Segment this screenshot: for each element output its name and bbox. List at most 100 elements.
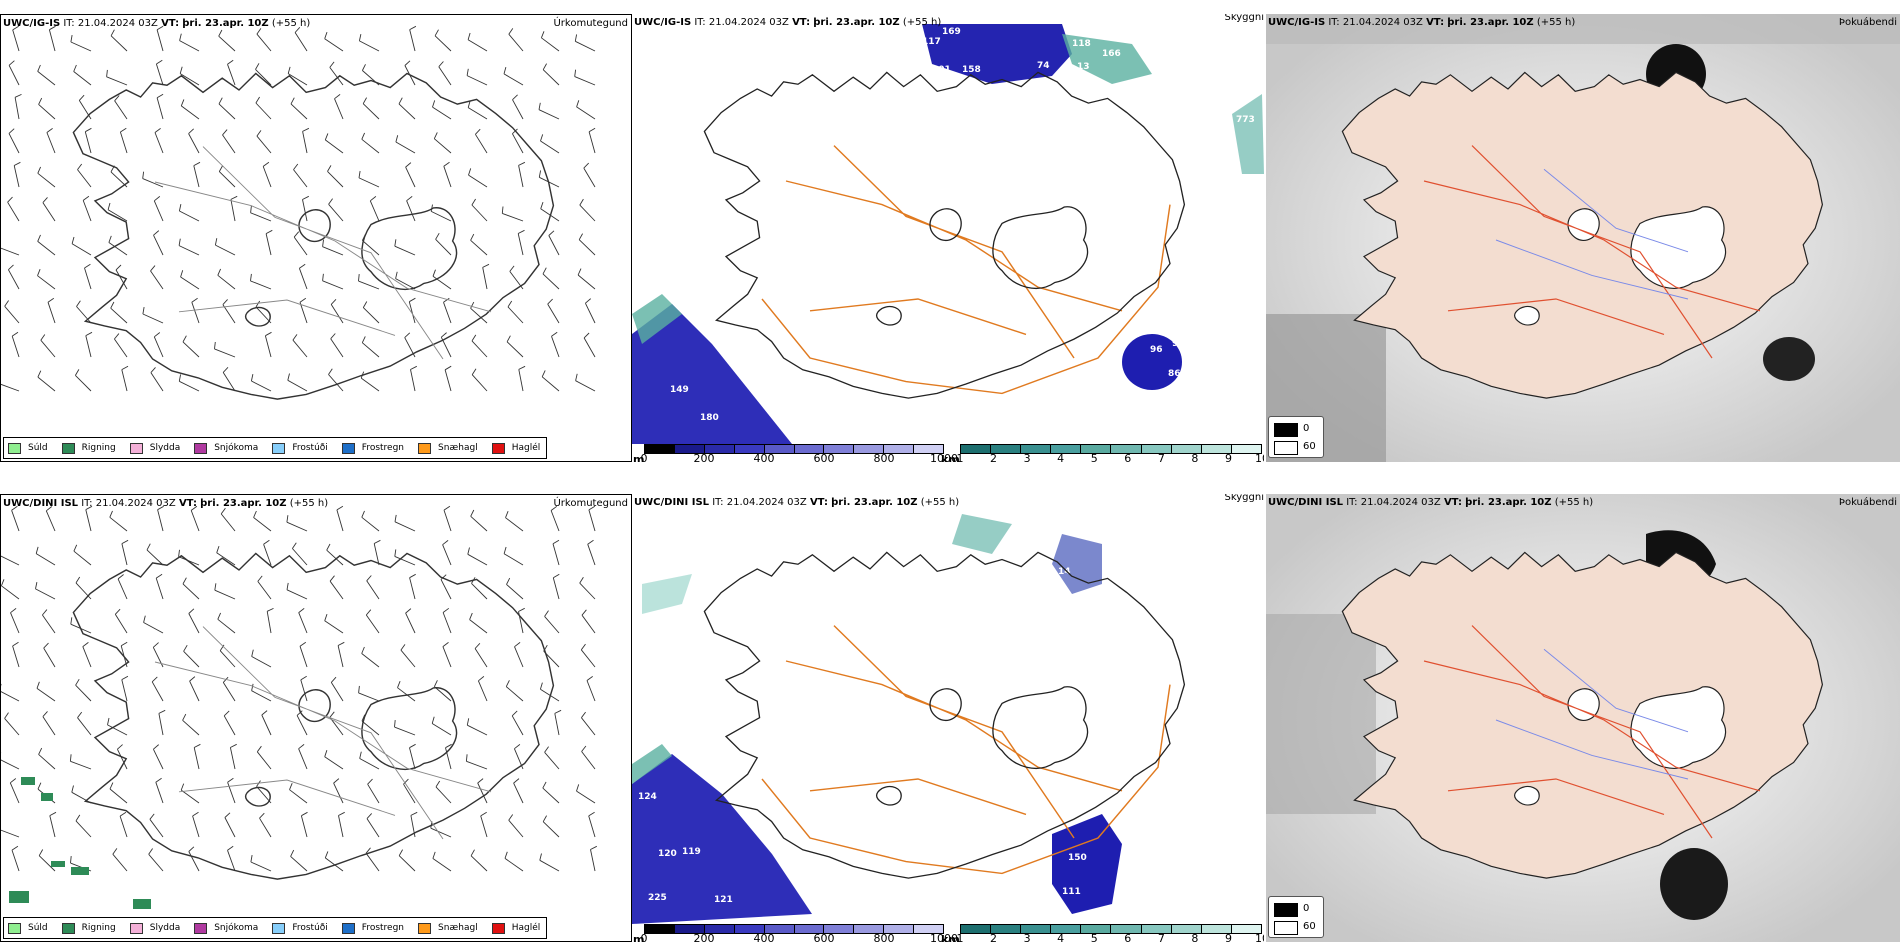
wind-barb: [588, 509, 596, 532]
wind-barb-flag: [506, 335, 511, 343]
wind-barb-flag: [223, 710, 230, 717]
wind-barb-flag: [542, 781, 547, 789]
wind-barb-flag: [35, 582, 38, 589]
wind-barb: [435, 238, 452, 256]
wind-barb: [330, 338, 344, 358]
wind-barb: [300, 815, 308, 838]
wind-barb: [325, 857, 344, 872]
wind-barb-flag: [153, 230, 160, 236]
wind-barb-flag: [255, 96, 260, 104]
init-time: 21.04.2024 03Z: [95, 498, 176, 509]
wind-barb-flag: [182, 577, 187, 585]
wind-barb-flag: [192, 811, 199, 817]
wind-barb: [9, 782, 20, 804]
wind-barb: [298, 268, 308, 290]
wind-barb-flag: [156, 25, 164, 31]
legend-swatch: [491, 922, 505, 934]
cloud-base-value: 169: [942, 27, 961, 37]
colorbar-tick-label: 400: [753, 932, 775, 942]
legend-swatch: [129, 922, 143, 934]
wind-barb-flag: [150, 265, 156, 272]
wind-barb: [518, 165, 524, 188]
wind-barb: [358, 692, 380, 702]
legend-swatch: [341, 922, 355, 934]
wind-barb-flag: [474, 642, 481, 649]
wind-barb: [110, 35, 128, 52]
fog-legend-low: 0: [1303, 903, 1310, 914]
precip-type-title: Úrkomutegund: [553, 18, 628, 29]
wind-barb: [330, 304, 344, 324]
wind-barb: [367, 783, 380, 804]
colorbar-segment: [794, 445, 825, 453]
wind-barb: [256, 786, 272, 804]
wind-barb-flag: [290, 849, 295, 857]
wind-barb: [70, 41, 92, 52]
wind-barb: [35, 588, 56, 600]
wind-barb: [581, 751, 596, 770]
wind-barb-flag: [71, 236, 75, 244]
wind-barb-flag: [329, 575, 335, 582]
wind-barb: [251, 380, 272, 392]
wind-barb: [542, 821, 560, 838]
wind-barb-flag: [540, 201, 544, 209]
wind-barb-flag: [180, 783, 185, 791]
wind-barb: [474, 648, 488, 668]
wind-barb-flag: [222, 299, 228, 305]
wind-barb-flag: [554, 709, 562, 714]
wind-barb: [431, 723, 452, 736]
wind-barb-flag: [444, 365, 452, 371]
wind-barb: [442, 544, 452, 566]
wind-barb: [114, 338, 128, 358]
wind-barb-flag: [156, 59, 163, 65]
init-time: 21.04.2024 03Z: [77, 18, 158, 29]
wind-barb-flag: [7, 196, 13, 203]
wind-barb-flag: [120, 641, 128, 647]
wind-barb: [220, 513, 236, 532]
wind-barb: [262, 166, 272, 188]
wind-barb-flag: [470, 849, 475, 857]
wind-barb-flag: [435, 232, 440, 240]
wind-barb-flag: [36, 681, 40, 689]
wind-barb: [192, 815, 200, 838]
wind-barb: [443, 166, 452, 188]
wind-barb: [263, 544, 272, 566]
wind-barb: [542, 273, 560, 290]
wind-barb-flag: [112, 848, 118, 855]
panel-title: UWC/DINI ISL IT: 21.04.2024 03Z VT: þri.…: [1268, 497, 1594, 508]
wind-barb: [286, 589, 308, 600]
wind-barb-flag: [267, 607, 274, 612]
legend-swatch: [61, 442, 75, 454]
wind-barb: [477, 680, 488, 702]
wind-barb-flag: [71, 785, 74, 793]
wind-barb: [108, 242, 128, 256]
wind-barb-flag: [394, 549, 397, 557]
wind-barb-flag: [397, 681, 401, 688]
wind-barb-flag: [42, 197, 48, 203]
precip-type-panel-top: UWC/IG-IS IT: 21.04.2024 03Z VT: þri. 23…: [0, 14, 632, 462]
wind-barb: [505, 517, 524, 532]
wind-barb: [179, 210, 200, 222]
wind-barb-flag: [395, 135, 399, 143]
wind-barb: [255, 69, 272, 86]
model-name: UWC/DINI ISL: [3, 498, 79, 509]
wind-barb: [45, 510, 56, 532]
wind-barb: [12, 645, 20, 668]
wind-barb: [193, 747, 200, 770]
wind-barb: [155, 63, 164, 86]
wind-barb-flag: [142, 307, 145, 315]
wind-barb: [109, 788, 128, 804]
colorbar-segment: [674, 925, 705, 933]
wind-barb: [542, 69, 560, 86]
wind-barb-flag: [189, 676, 196, 682]
wind-barb-flag: [400, 644, 406, 651]
wind-barb: [264, 335, 272, 358]
wind-barb: [542, 787, 560, 804]
valid-time: þri. 23.apr. 10Z: [200, 498, 287, 509]
wind-barb-flag: [13, 161, 21, 166]
wind-barb: [302, 131, 308, 154]
colorbar-segment: [1051, 445, 1082, 453]
cloud-base-value: 74: [1037, 61, 1050, 71]
legend-label: Snæhagl: [438, 443, 478, 453]
wind-barb: [153, 200, 164, 222]
wind-barb: [37, 275, 56, 290]
